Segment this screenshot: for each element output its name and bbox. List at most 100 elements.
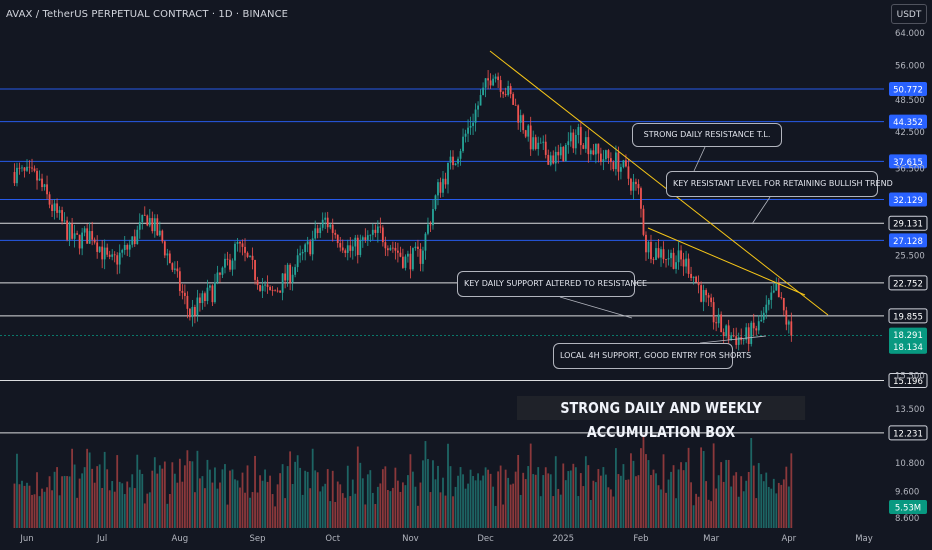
volume-bar-210: [539, 496, 542, 528]
volume-bar-267: [682, 470, 685, 528]
candle-151: [391, 241, 394, 253]
volume-bar-263: [672, 465, 675, 528]
volume-bar-100: [264, 469, 266, 528]
candle-220: [564, 143, 567, 162]
volume-bar-158: [409, 454, 412, 528]
candle-46: [128, 239, 131, 258]
candle-280: [715, 317, 718, 332]
candle-25: [76, 230, 79, 235]
candle-305: [777, 278, 780, 298]
volume-bar-39: [111, 481, 114, 528]
candle-239: [612, 160, 615, 172]
candle-47: [131, 236, 134, 248]
candle-180: [464, 129, 467, 143]
volume-bar-120: [314, 470, 317, 528]
volume-bar-240: [615, 448, 617, 528]
candle-38: [108, 250, 111, 260]
currency-button[interactable]: USDT: [891, 4, 927, 24]
candle-140: [364, 228, 367, 243]
volume-bar-273: [697, 496, 700, 528]
candle-298: [760, 310, 763, 322]
volume-bar-302: [770, 488, 773, 528]
trendline-main: [489, 50, 829, 316]
volume-bar-12: [43, 491, 46, 528]
candle-26: [78, 234, 81, 255]
volume-bar-197: [507, 477, 510, 528]
candle-275: [702, 284, 705, 312]
volume-bar-153: [396, 480, 399, 528]
volume-bar-114: [299, 467, 302, 528]
pointer-local-support: [699, 335, 767, 344]
volume-bar-102: [269, 475, 271, 528]
candle-272: [695, 275, 697, 283]
candle-294: [750, 320, 753, 347]
volume-bar-296: [755, 498, 758, 528]
candle-204: [524, 129, 527, 139]
volume-bar-270: [690, 482, 692, 528]
volume-bar-11: [41, 488, 43, 528]
volume-bar-282: [720, 462, 723, 528]
candle-250: [640, 186, 642, 218]
volume-bar-135: [351, 479, 354, 528]
volume-bar-140: [364, 504, 367, 528]
candle-13: [46, 175, 48, 200]
candle-259: [662, 241, 665, 264]
candle-32: [93, 237, 96, 245]
volume-bar-107: [281, 464, 284, 528]
candle-179: [462, 128, 464, 153]
candle-115: [301, 249, 304, 261]
annotation-resistance-tl[interactable]: STRONG DAILY RESISTANCE T.L.: [632, 123, 782, 147]
volume-bar-24: [73, 464, 76, 528]
volume-bar-186: [479, 480, 482, 528]
volume-bar-42: [118, 481, 121, 528]
volume-bar-73: [196, 450, 199, 528]
annotation-key-resistant[interactable]: KEY RESISTANT LEVEL FOR RETAINING BULLIS…: [666, 171, 893, 197]
volume-bar-280: [715, 488, 718, 528]
y-tick-label-9: 9.600: [895, 487, 919, 497]
candle-123: [321, 212, 324, 231]
candle-111: [291, 266, 294, 291]
y-tick-label-7: 13.500: [895, 405, 925, 415]
candle-302: [770, 285, 773, 309]
candle-210: [539, 137, 542, 144]
volume-bar-239: [612, 496, 615, 528]
candle-0: [13, 163, 16, 186]
candle-139: [361, 235, 364, 248]
volume-bar-19: [61, 476, 63, 528]
candle-110: [289, 263, 292, 291]
volume-bar-94: [249, 497, 251, 528]
volume-bar-133: [346, 465, 349, 528]
candle-174: [449, 150, 452, 170]
candle-161: [417, 239, 419, 257]
volume-bar-172: [444, 495, 447, 528]
candle-21: [66, 216, 68, 242]
candle-257: [657, 239, 660, 259]
volume-bar-136: [354, 493, 357, 528]
candle-189: [487, 70, 490, 90]
volume-bar-3: [21, 480, 23, 528]
volume-bar-43: [121, 483, 124, 528]
candle-202: [519, 109, 522, 132]
candle-255: [652, 257, 655, 265]
volume-bar-61: [166, 503, 169, 528]
volume-bar-198: [509, 484, 512, 528]
x-tick-label-2: Aug: [172, 534, 189, 544]
volume-bar-33: [96, 466, 99, 528]
candle-308: [785, 306, 788, 331]
annotation-support-altered[interactable]: KEY DAILY SUPPORT ALTERED TO RESISTANCE: [457, 271, 647, 297]
volume-bar-305: [777, 482, 780, 528]
volume-bar-32: [93, 482, 96, 528]
candle-227: [582, 143, 585, 150]
candle-245: [627, 159, 630, 186]
volume-bar-246: [630, 453, 632, 528]
volume-bar-156: [404, 485, 407, 528]
candle-126: [329, 223, 332, 230]
candle-242: [620, 163, 622, 180]
annotation-local-support[interactable]: LOCAL 4H SUPPORT, GOOD ENTRY FOR SHORTS: [553, 343, 751, 369]
volume-bar-281: [717, 475, 720, 528]
pointer-key-resistant: [751, 196, 771, 225]
volume-bar-125: [326, 469, 329, 528]
candlesticks: [13, 70, 793, 352]
volume-bar-162: [419, 482, 422, 528]
